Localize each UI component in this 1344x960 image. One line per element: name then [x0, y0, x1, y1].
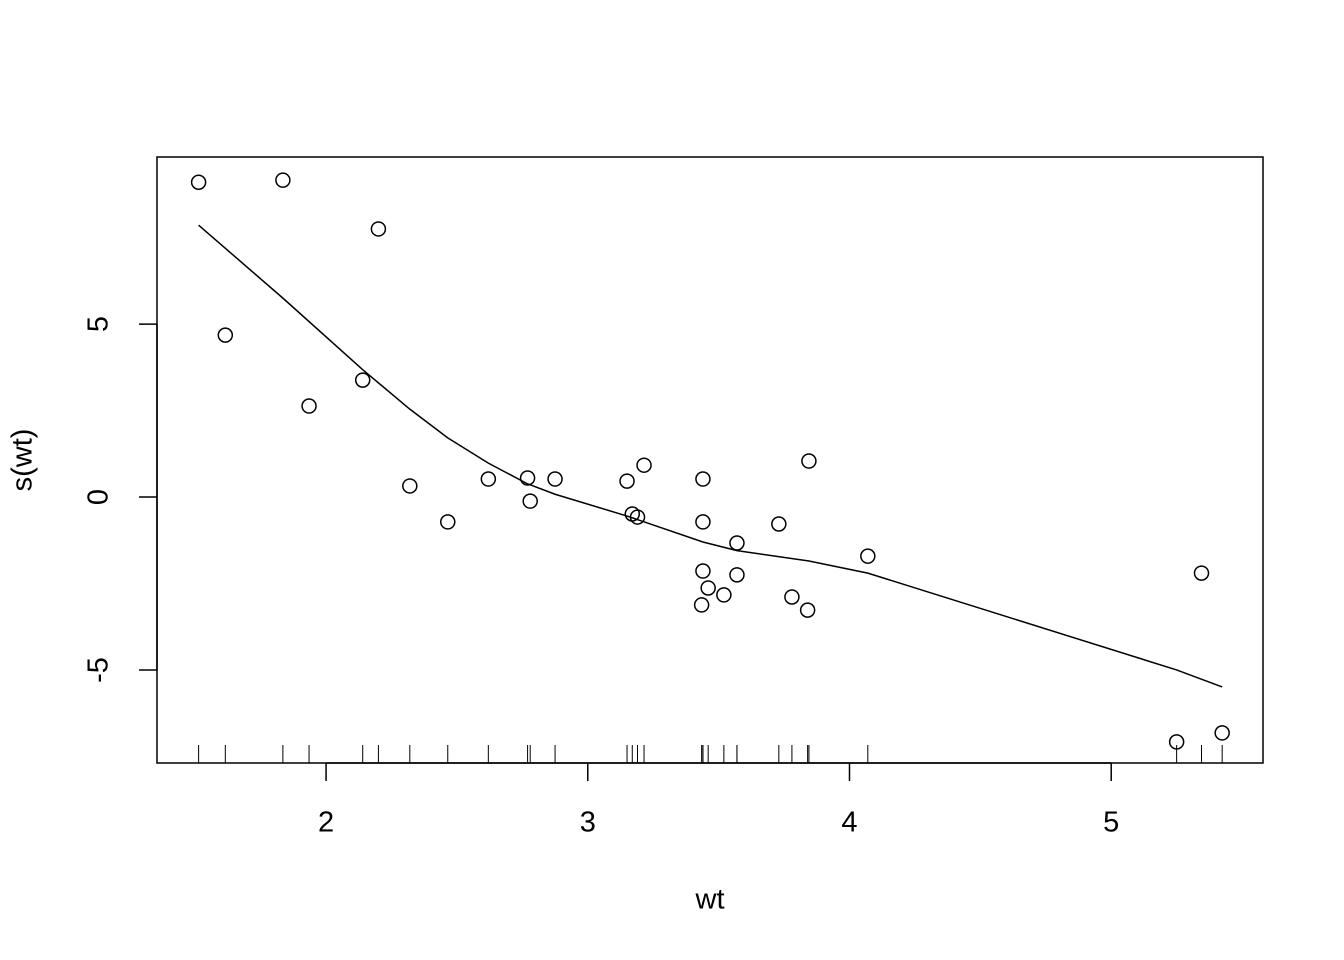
x-axis-label: wt	[695, 884, 725, 916]
point	[636, 457, 652, 473]
point	[799, 602, 816, 618]
point	[440, 514, 456, 530]
y-tick-label: 5	[83, 316, 115, 332]
point	[402, 478, 418, 494]
point	[547, 471, 563, 487]
point	[619, 473, 635, 489]
point	[217, 327, 234, 343]
point	[522, 493, 538, 509]
y-tick-label: -5	[83, 657, 115, 683]
point	[860, 548, 876, 564]
point	[700, 580, 716, 596]
point	[801, 453, 817, 469]
y-axis-label: s(wt)	[7, 429, 39, 492]
y-tick-label: 0	[83, 489, 115, 505]
point	[190, 174, 207, 190]
plot-box	[156, 156, 1264, 764]
x-tick-label: 4	[841, 807, 857, 839]
x-tick-label: 2	[318, 807, 334, 839]
point	[275, 172, 291, 188]
x-tick-label: 3	[580, 807, 596, 839]
point	[695, 514, 711, 530]
point	[480, 471, 497, 487]
point	[1193, 565, 1210, 581]
smooth-line	[198, 224, 1223, 688]
point	[716, 587, 732, 603]
point	[354, 372, 371, 388]
point	[693, 597, 710, 613]
point	[519, 470, 536, 486]
point	[301, 398, 317, 414]
point	[370, 221, 387, 237]
point	[1214, 725, 1230, 741]
point	[695, 471, 711, 487]
point	[1168, 734, 1185, 750]
point	[695, 563, 711, 579]
point	[729, 535, 745, 551]
point	[784, 589, 800, 605]
x-tick-label: 5	[1103, 807, 1119, 839]
point	[729, 567, 745, 583]
point	[771, 516, 787, 532]
